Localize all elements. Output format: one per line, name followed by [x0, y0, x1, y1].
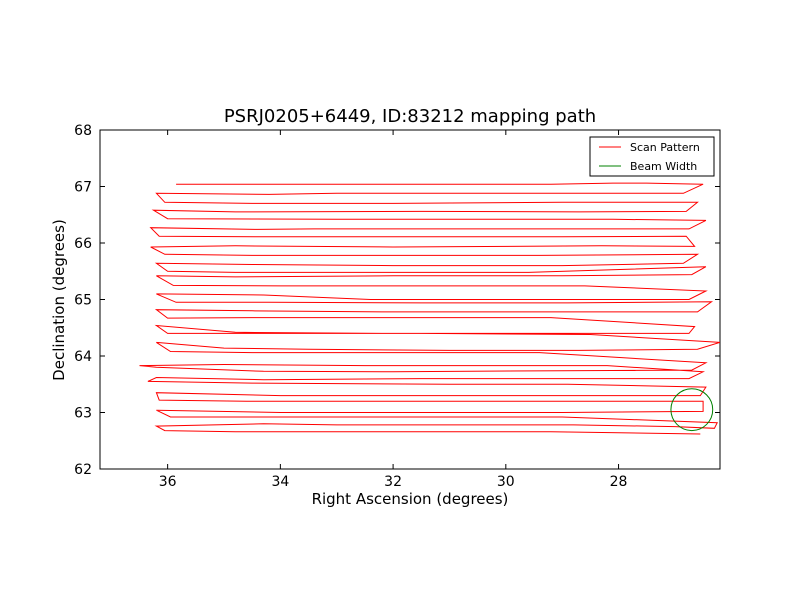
legend: Scan Pattern Beam Width — [589, 136, 715, 177]
beam-width-circle — [670, 388, 714, 432]
x-tick-label: 36 — [159, 474, 177, 490]
legend-label-scan: Scan Pattern — [630, 141, 700, 154]
y-tick-label: 66 — [74, 236, 92, 252]
y-tick-label: 62 — [74, 462, 92, 478]
y-axis-label: Declination (degrees) — [50, 219, 68, 381]
y-tick-label: 65 — [74, 293, 92, 309]
y-tick-label: 68 — [74, 123, 92, 139]
y-axis: 62 63 64 65 66 67 68 — [74, 123, 720, 478]
y-tick-label: 63 — [74, 406, 92, 422]
scan-pattern-line — [139, 182, 720, 435]
y-tick-label: 64 — [74, 349, 92, 365]
x-tick-label: 28 — [610, 474, 628, 490]
x-tick-label: 34 — [271, 474, 289, 490]
chart-title: PSRJ0205+6449, ID:83212 mapping path — [224, 106, 596, 127]
x-axis-label: Right Ascension (degrees) — [312, 490, 509, 508]
y-tick-label: 67 — [74, 180, 92, 196]
x-tick-label: 32 — [384, 474, 402, 490]
x-axis: 36 34 32 30 28 — [159, 130, 628, 490]
legend-box — [589, 136, 715, 177]
legend-label-beam: Beam Width — [630, 160, 697, 173]
x-tick-label: 30 — [497, 474, 515, 490]
